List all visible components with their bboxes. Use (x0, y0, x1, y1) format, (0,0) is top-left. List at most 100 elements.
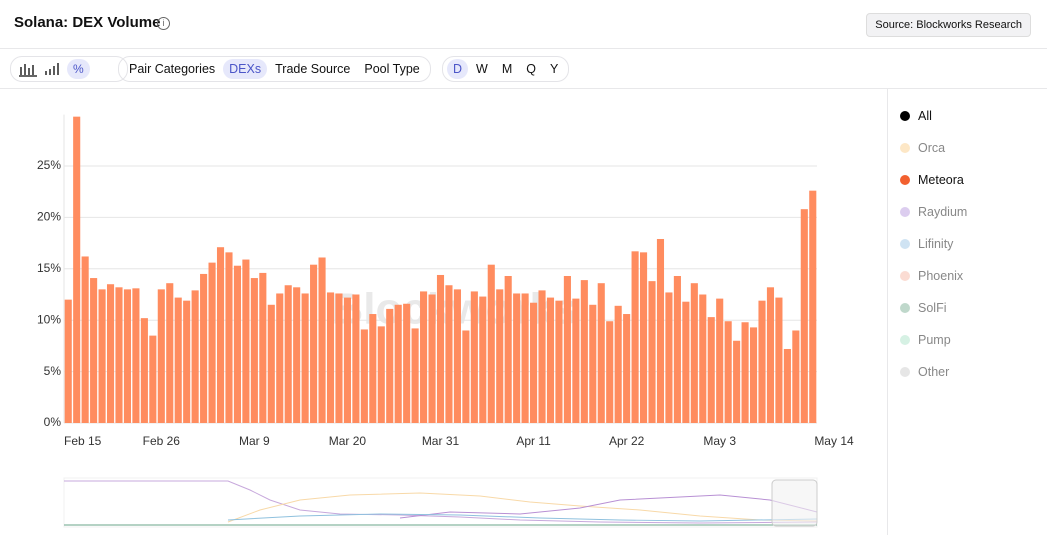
bar (225, 252, 233, 423)
bar (589, 304, 597, 423)
bar (496, 289, 504, 423)
x-tick-label: Mar 31 (422, 434, 460, 448)
navigator-window[interactable] (771, 479, 818, 527)
bar (741, 322, 749, 423)
legend-item[interactable]: All (900, 100, 967, 132)
legend-swatch (900, 143, 910, 153)
toolbar-button[interactable]: Y (550, 62, 559, 76)
bar (191, 290, 199, 423)
bar (597, 283, 605, 423)
legend-label: SolFi (918, 301, 947, 315)
toolbar-button[interactable]: Pool Type (364, 62, 420, 76)
bar (352, 294, 360, 423)
legend-swatch (900, 303, 910, 313)
bar-icon[interactable] (19, 61, 37, 77)
chart-type-group: % (10, 56, 128, 82)
toolbar-button[interactable]: Q (526, 62, 536, 76)
source-button[interactable]: Source: Blockworks Research (866, 13, 1031, 37)
bar (208, 262, 216, 423)
bar (673, 275, 681, 423)
bar (284, 285, 292, 423)
bar (343, 297, 351, 423)
bar (420, 291, 428, 423)
bar (453, 289, 461, 423)
bar (546, 297, 555, 423)
navigator-frame (63, 477, 818, 528)
bar (259, 272, 267, 423)
bar (293, 287, 301, 423)
bar (98, 289, 106, 423)
bar (724, 321, 732, 423)
bar (183, 300, 191, 423)
bar (733, 340, 741, 423)
bar (521, 293, 529, 423)
bar (403, 303, 411, 423)
bar (572, 298, 580, 423)
bar (301, 293, 309, 423)
toolbar-button[interactable]: W (476, 62, 488, 76)
divider (0, 88, 1047, 89)
stacked-icon[interactable] (43, 61, 61, 77)
bar (470, 291, 478, 423)
divider (0, 48, 1047, 49)
percent-icon[interactable]: % (67, 59, 90, 79)
bar (631, 251, 639, 423)
bar (386, 308, 394, 423)
bar (716, 298, 724, 423)
navigator (63, 477, 818, 528)
bar (318, 257, 326, 423)
legend-swatch (900, 175, 910, 185)
legend-label: All (918, 109, 932, 123)
bar (758, 300, 766, 423)
y-tick-label: 15% (37, 261, 61, 275)
bar (513, 293, 521, 423)
legend-item[interactable]: Pump (900, 324, 967, 356)
toolbar-button[interactable]: DEXs (223, 59, 268, 79)
bar (487, 264, 495, 423)
legend-item[interactable]: Other (900, 356, 967, 388)
bar (665, 292, 673, 423)
bar (614, 305, 622, 423)
bar (580, 280, 588, 423)
info-icon[interactable]: i (157, 17, 170, 30)
bar (411, 328, 419, 423)
toolbar-button[interactable]: D (447, 59, 469, 79)
bar (656, 238, 665, 423)
bar (73, 116, 81, 423)
navigator-line (227, 513, 818, 522)
legend-item[interactable]: Orca (900, 132, 967, 164)
bar (436, 274, 445, 423)
legend-item[interactable]: Phoenix (900, 260, 967, 292)
legend-swatch (900, 367, 910, 377)
toolbar-button[interactable]: Pair Categories (129, 62, 216, 76)
bar (479, 296, 487, 423)
legend-item[interactable]: Lifinity (900, 228, 967, 260)
bar (428, 294, 436, 423)
legend-label: Raydium (918, 205, 968, 219)
bar (335, 293, 343, 423)
bar (766, 287, 775, 423)
toolbar-button[interactable]: M (501, 62, 513, 76)
bar (132, 288, 140, 423)
legend-label: Lifinity (918, 237, 954, 251)
legend-item[interactable]: Raydium (900, 196, 967, 228)
y-tick-label: 25% (37, 158, 61, 172)
bar (267, 304, 275, 423)
x-tick-label: Apr 11 (516, 434, 551, 448)
bar (623, 314, 631, 423)
legend-item[interactable]: Meteora (900, 164, 967, 196)
legend-swatch (900, 207, 910, 217)
navigator-line (399, 494, 818, 519)
x-tick-label: Feb 15 (64, 434, 102, 448)
bar (106, 284, 115, 423)
legend: All Orca Meteora Raydium Lifinity Phoenix SolF… (900, 100, 967, 388)
x-tick-label: May 14 (814, 434, 854, 448)
bar (749, 327, 758, 423)
legend-label: Meteora (918, 173, 964, 187)
legend-item[interactable]: SolFi (900, 292, 967, 324)
bar (250, 278, 258, 423)
toolbar-button[interactable]: Trade Source (275, 62, 351, 76)
bar (394, 304, 402, 423)
